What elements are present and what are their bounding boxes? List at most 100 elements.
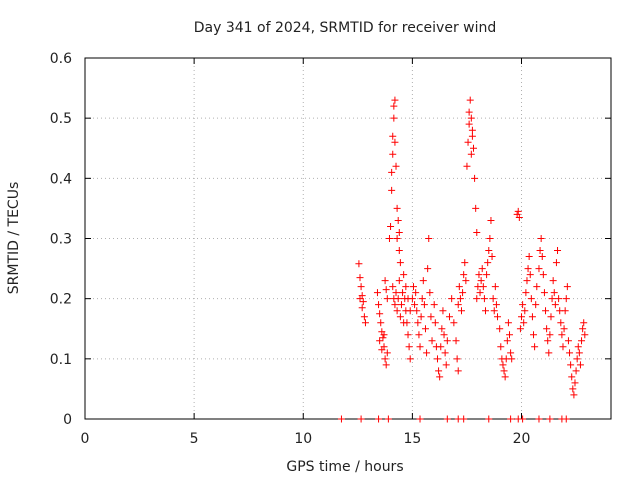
data-point: [456, 295, 464, 303]
data-point: [465, 120, 473, 128]
x-tick-label: 0: [81, 431, 90, 447]
data-point: [519, 415, 527, 423]
data-point: [533, 283, 541, 291]
data-point: [482, 307, 490, 315]
data-point: [419, 277, 427, 285]
data-point: [580, 319, 588, 327]
data-point: [566, 349, 574, 357]
data-point: [383, 295, 391, 303]
data-point: [393, 235, 401, 242]
data-point: [480, 295, 488, 303]
data-point: [516, 325, 524, 333]
y-tick-label: 0.6: [50, 51, 72, 67]
data-point: [514, 207, 522, 215]
data-point: [443, 337, 451, 345]
data-point: [380, 331, 388, 339]
data-point: [426, 289, 434, 297]
data-point: [573, 355, 581, 363]
data-point: [443, 415, 451, 423]
data-point: [435, 367, 443, 375]
data-point: [392, 162, 400, 170]
data-point: [507, 349, 515, 357]
y-tick-label: 0.4: [50, 171, 72, 187]
data-point: [543, 325, 551, 333]
data-point: [400, 271, 408, 279]
data-point: [420, 301, 428, 309]
data-point: [409, 283, 417, 291]
data-point: [535, 265, 543, 273]
data-point: [373, 289, 381, 297]
data-point: [521, 307, 529, 315]
data-point: [468, 132, 476, 140]
data-point: [423, 349, 431, 357]
data-point: [563, 283, 571, 291]
data-point: [484, 259, 492, 267]
data-point: [381, 277, 389, 285]
data-point: [406, 355, 414, 363]
data-point: [376, 310, 384, 318]
data-point: [473, 295, 481, 303]
data-point: [417, 313, 425, 321]
data-point: [522, 289, 530, 297]
x-tick-label: 5: [190, 431, 199, 447]
data-point: [497, 343, 505, 351]
data-point: [479, 283, 487, 291]
data-point: [391, 138, 399, 146]
data-point: [494, 313, 502, 321]
data-point: [358, 304, 366, 312]
data-point: [539, 271, 547, 279]
data-point: [357, 283, 365, 291]
data-point: [405, 343, 413, 351]
data-point: [453, 355, 461, 363]
data-point: [392, 289, 400, 297]
plot-frame: [84, 57, 612, 420]
data-point: [461, 259, 469, 267]
data-point: [448, 295, 456, 303]
data-point: [531, 343, 539, 351]
data-point: [532, 301, 540, 309]
data-point: [450, 319, 458, 327]
data-point: [558, 331, 566, 339]
data-point: [406, 307, 414, 315]
y-tick-label: 0.3: [50, 232, 72, 248]
data-point: [465, 108, 473, 116]
data-point: [581, 331, 589, 339]
data-point: [418, 295, 426, 303]
data-point: [488, 253, 496, 261]
data-point: [464, 138, 472, 146]
data-point: [530, 331, 538, 339]
data-point: [528, 313, 536, 321]
data-point: [478, 265, 486, 273]
data-point: [397, 301, 405, 309]
data-point: [388, 168, 396, 176]
data-point: [489, 295, 497, 303]
data-point: [576, 361, 584, 369]
data-point: [562, 415, 570, 423]
data-point: [379, 334, 387, 342]
data-point: [414, 319, 422, 327]
data-point: [525, 253, 533, 261]
data-point: [395, 277, 403, 285]
data-point: [562, 295, 570, 303]
data-point: [445, 313, 453, 321]
data-point: [564, 337, 572, 345]
data-point: [360, 313, 368, 321]
x-tick-label: 20: [513, 431, 531, 447]
data-point: [412, 289, 420, 297]
data-point: [384, 415, 392, 423]
grid: [85, 58, 611, 419]
data-point: [554, 247, 562, 255]
data-point: [361, 319, 369, 327]
data-point: [473, 228, 481, 236]
data-point: [400, 319, 408, 327]
data-point: [421, 325, 429, 333]
data-point: [399, 289, 407, 297]
data-point: [519, 301, 527, 309]
data-point: [391, 301, 399, 309]
data-point: [503, 337, 511, 345]
data-point: [427, 313, 435, 321]
data-point: [356, 274, 364, 282]
data-point: [542, 307, 550, 315]
data-point: [393, 307, 401, 315]
data-point: [499, 361, 507, 369]
